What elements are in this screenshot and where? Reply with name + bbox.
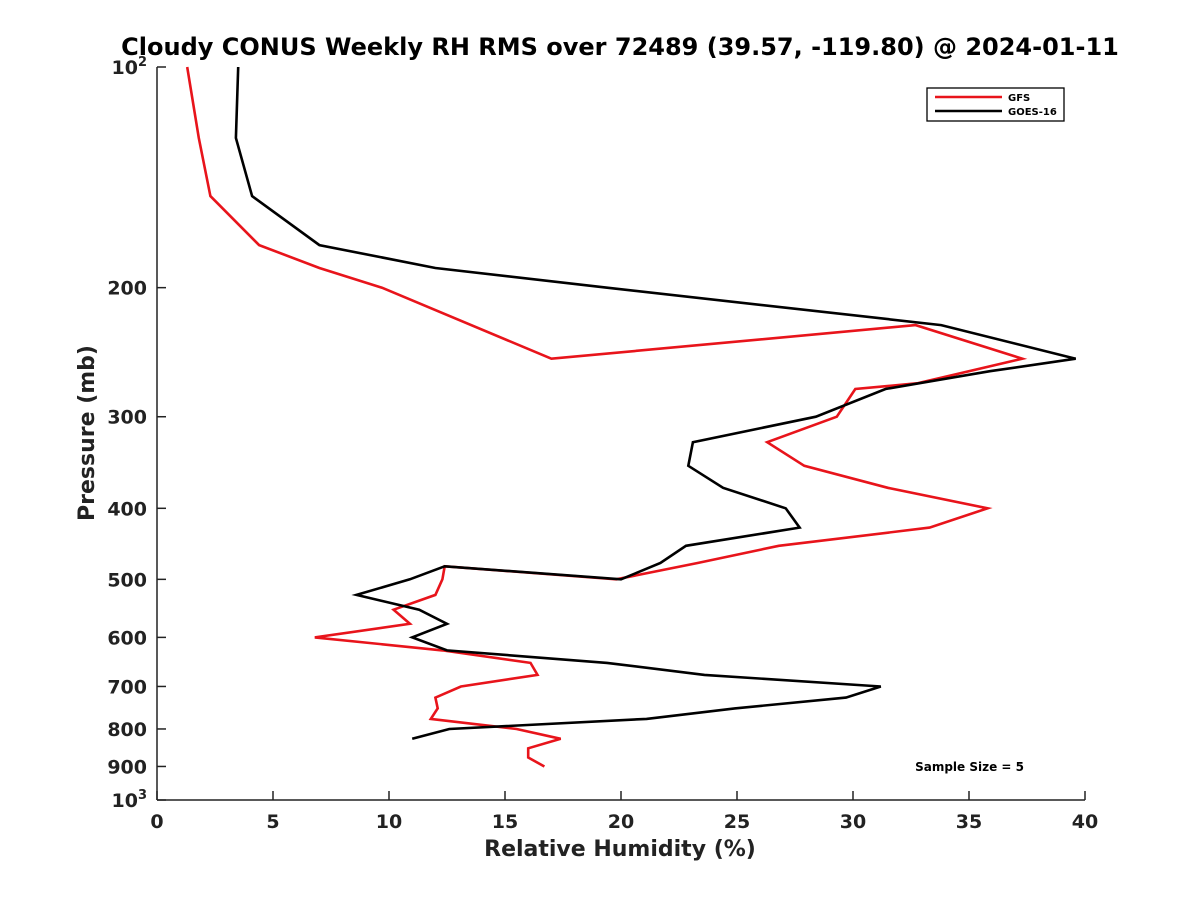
series-line-goes-16	[234, 66, 1077, 741]
x-tick-label: 25	[724, 811, 750, 833]
y-tick-base: 900	[107, 756, 147, 778]
y-tick-base: 700	[107, 676, 147, 698]
y-tick-exponent: 3	[138, 788, 147, 803]
y-tick-base: 400	[107, 498, 147, 520]
y-tick-label: 102	[112, 55, 148, 79]
x-tick-label: 30	[840, 811, 866, 833]
legend-entry-label: GOES-16	[1008, 107, 1057, 118]
y-tick-label: 300	[107, 407, 147, 429]
y-tick-label: 900	[107, 756, 147, 778]
y-tick-base: 800	[107, 719, 147, 741]
x-tick-label: 15	[492, 811, 518, 833]
x-axis: 0 5 10 15 20 25 30 35 40	[150, 791, 1098, 833]
sample-size-annotation: Sample Size = 5	[915, 760, 1024, 774]
y-tick-label: 600	[107, 627, 147, 649]
y-tick-base: 600	[107, 627, 147, 649]
y-tick-base: 10	[112, 57, 138, 79]
y-tick-label: 400	[107, 498, 147, 520]
y-tick-label: 700	[107, 676, 147, 698]
x-tick-label: 40	[1072, 811, 1098, 833]
x-tick-label: 20	[608, 811, 634, 833]
y-tick-base: 300	[107, 407, 147, 429]
plot-area	[156, 67, 1085, 801]
legend: GFS GOES-16	[926, 87, 1065, 122]
y-tick-exponent: 2	[138, 55, 147, 70]
chart-title: Cloudy CONUS Weekly RH RMS over 72489 (3…	[121, 33, 1119, 61]
y-tick-label: 800	[107, 719, 147, 741]
x-tick-label: 5	[266, 811, 279, 833]
y-tick-base: 10	[112, 790, 138, 812]
y-tick-base: 500	[107, 569, 147, 591]
x-tick-label: 10	[376, 811, 402, 833]
series-layer	[185, 66, 1077, 768]
legend-box	[926, 87, 1065, 122]
y-axis-label: Pressure (mb)	[75, 345, 100, 521]
legend-entry-label: GFS	[1008, 93, 1030, 104]
y-tick-label: 103	[112, 788, 148, 812]
series-line-gfs	[185, 66, 1028, 768]
y-tick-label: 500	[107, 569, 147, 591]
x-tick-label: 0	[150, 811, 163, 833]
y-tick-label: 200	[107, 278, 147, 300]
x-axis-label: Relative Humidity (%)	[484, 837, 756, 862]
x-tick-label: 35	[956, 811, 982, 833]
y-tick-base: 200	[107, 278, 147, 300]
